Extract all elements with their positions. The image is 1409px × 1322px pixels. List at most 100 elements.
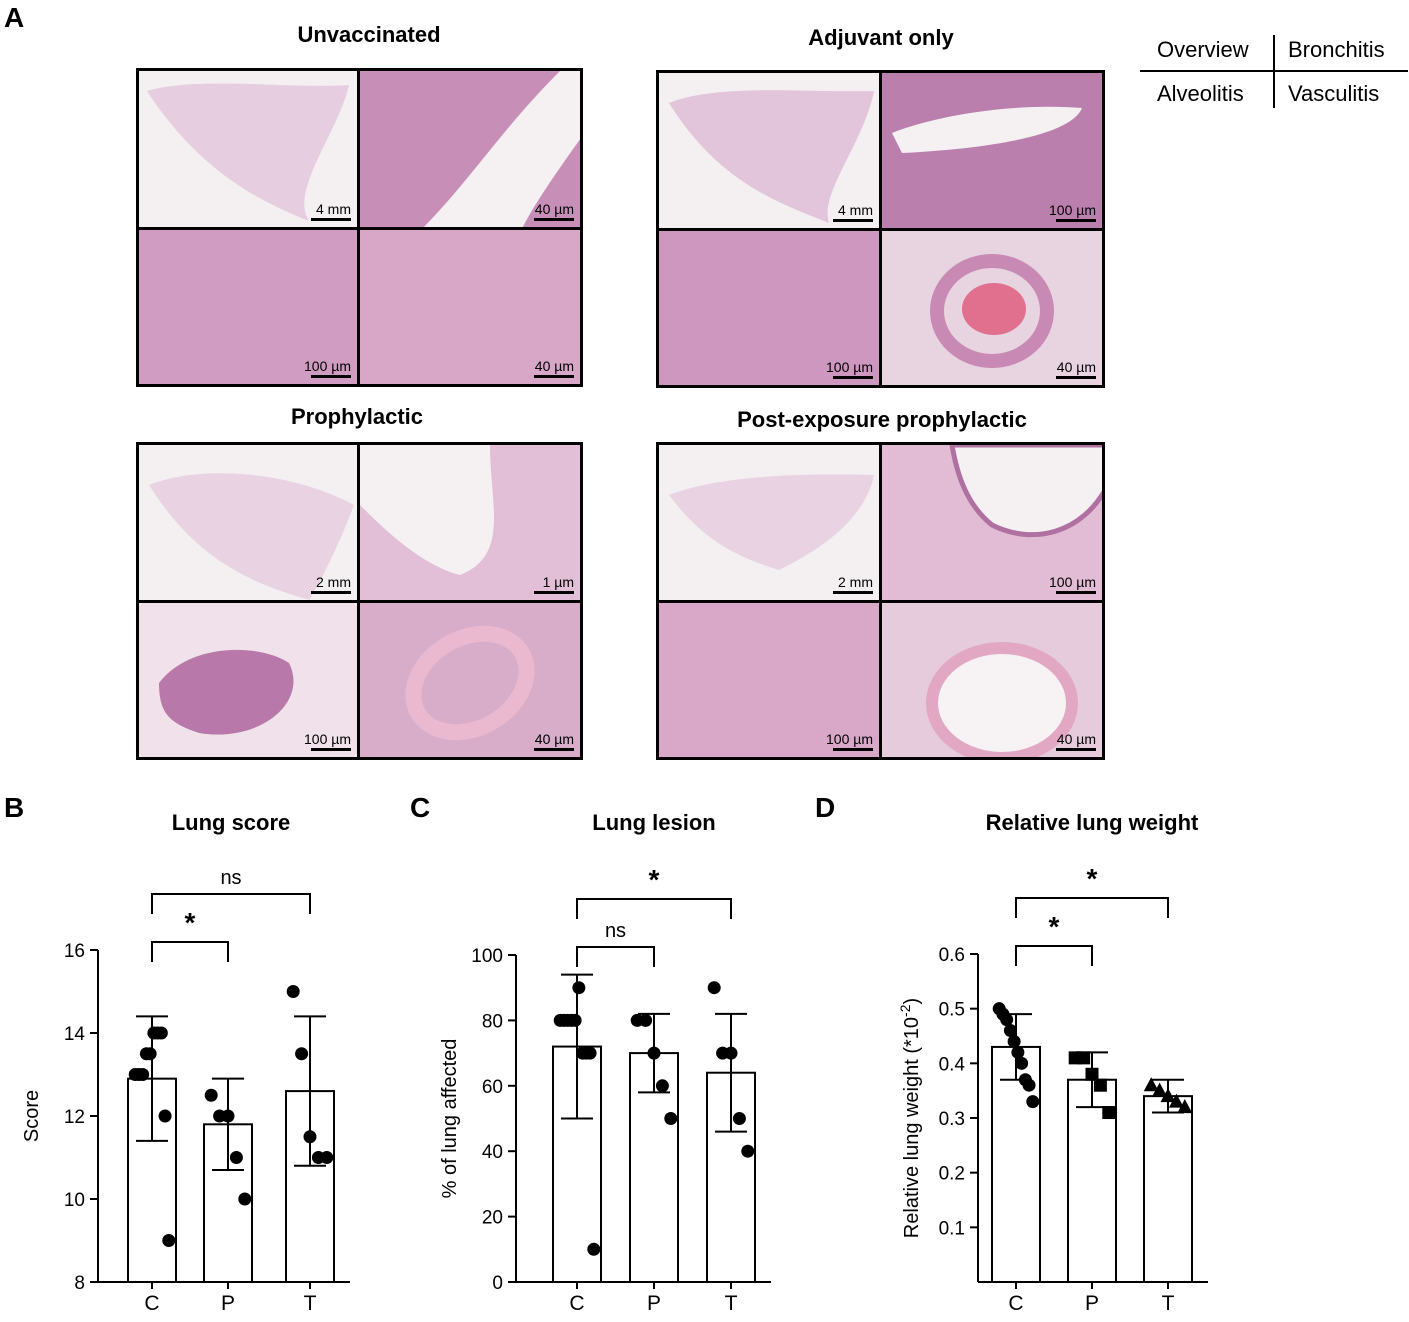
data-point xyxy=(1102,1106,1116,1120)
data-point xyxy=(295,1047,309,1061)
micrograph-vasculitis: 40 µm xyxy=(357,227,583,387)
data-point xyxy=(583,1046,597,1060)
key-bronchitis: Bronchitis xyxy=(1288,37,1385,62)
data-point xyxy=(655,1079,669,1093)
chart-title: Relative lung weight xyxy=(986,810,1199,835)
y-axis-label-end: ) xyxy=(901,998,923,1005)
y-tick-label: 0 xyxy=(492,1273,503,1294)
data-point xyxy=(1093,1078,1107,1092)
significance-bracket xyxy=(576,946,655,967)
y-tick-label: 0.3 xyxy=(939,1109,965,1130)
scale-bar: 100 µm xyxy=(304,731,351,751)
data-point xyxy=(1003,1024,1017,1038)
data-point xyxy=(158,1109,172,1123)
micrograph-vasculitis: 40 µm xyxy=(879,228,1105,388)
panel-c-letter: C xyxy=(410,792,431,823)
data-point xyxy=(572,981,586,995)
y-axis-label-text: % of lung affected xyxy=(439,1039,461,1199)
data-point xyxy=(707,981,721,995)
scale-bar: 4 mm xyxy=(833,202,873,222)
lung-overview-shape xyxy=(147,83,349,222)
scale-bar: 100 µm xyxy=(1049,574,1096,594)
scale-bar: 40 µm xyxy=(534,201,574,221)
significance-bracket xyxy=(151,893,311,914)
micrograph-overview: 4 mm xyxy=(656,70,882,231)
bar-T xyxy=(1143,1095,1193,1283)
panel-b-letter: B xyxy=(4,792,25,823)
micrograph-overview: 2 mm xyxy=(136,442,360,603)
data-point xyxy=(741,1144,755,1158)
y-axis-label: Relative lung weight (*10-2) xyxy=(897,998,923,1238)
y-tick-label: 14 xyxy=(64,1024,86,1045)
scale-bar: 100 µm xyxy=(1049,202,1096,222)
data-point xyxy=(568,1013,582,1027)
group-title-prophylactic: Prophylactic xyxy=(290,404,424,429)
y-axis-label-text: Relative lung weight (*10 xyxy=(901,1017,923,1238)
y-axis-label: Score xyxy=(21,1090,43,1142)
scale-bar: 100 µm xyxy=(826,731,873,751)
significance-bracket xyxy=(151,941,229,962)
panel-a-letter: A xyxy=(4,2,25,33)
bronchus-lumen-shape xyxy=(423,71,580,227)
key-vertical-line xyxy=(1273,35,1275,108)
y-tick-label: 40 xyxy=(482,1142,503,1163)
chart-lung-score: Lung score Score 8 10 12 14 16 C P T * ns xyxy=(21,810,350,1315)
y-tick-label: 10 xyxy=(64,1190,85,1211)
key-alveolitis: Alveolitis xyxy=(1157,81,1244,106)
x-tick-label: C xyxy=(1008,1292,1023,1315)
y-tick-label: 12 xyxy=(64,1107,85,1128)
micrograph-alveolitis: 100 µm xyxy=(136,600,360,760)
scale-bar: 4 mm xyxy=(311,201,351,221)
panel-d-letter: D xyxy=(815,792,836,823)
y-axis-label: % of lung affected xyxy=(439,1039,461,1199)
y-tick-label: 0.6 xyxy=(939,945,965,966)
x-tick-label: P xyxy=(647,1292,661,1315)
micrograph-bronchitis: 100 µm xyxy=(879,442,1105,603)
scale-bar: 100 µm xyxy=(826,359,873,379)
vessel-shape xyxy=(405,625,535,741)
x-tick-label: P xyxy=(1085,1292,1099,1315)
data-point xyxy=(162,1234,176,1247)
chart-relative-lung-weight: Relative lung weight Relative lung weight… xyxy=(897,810,1208,1315)
micrograph-overview: 2 mm xyxy=(656,442,882,603)
y-tick-label: 16 xyxy=(64,941,85,962)
scale-bar: 40 µm xyxy=(534,358,574,378)
y-tick-label: 0.2 xyxy=(939,1164,965,1185)
data-point xyxy=(1022,1078,1036,1092)
scale-bar: 40 µm xyxy=(1056,731,1096,751)
chart-lung-lesion: Lung lesion % of lung affected 0 20 40 60 80 10… xyxy=(439,810,771,1315)
significance-label: * xyxy=(1049,911,1060,942)
scale-bar: 1 µm xyxy=(534,574,574,594)
y-tick-label: 0.5 xyxy=(939,1000,965,1021)
y-tick-label: 0.4 xyxy=(939,1054,966,1075)
micrograph-bronchitis: 100 µm xyxy=(879,70,1105,231)
data-point xyxy=(1015,1056,1029,1070)
significance-label: * xyxy=(649,864,660,895)
infiltrate-shape xyxy=(159,649,294,735)
data-point xyxy=(1000,1013,1014,1027)
significance-label: * xyxy=(1087,863,1098,894)
scale-bar: 40 µm xyxy=(1056,359,1096,379)
data-point xyxy=(1007,1034,1021,1048)
significance-label: ns xyxy=(220,867,241,889)
scale-bar: 40 µm xyxy=(534,731,574,751)
data-point xyxy=(229,1151,243,1164)
x-tick-label: T xyxy=(1162,1292,1175,1315)
group-title-post-exposure: Post-exposure prophylactic xyxy=(737,407,1027,432)
y-axis-label-superscript: -2 xyxy=(897,1004,913,1017)
data-point xyxy=(1011,1045,1025,1059)
y-tick-label: 80 xyxy=(482,1011,503,1032)
lung-overview-shape xyxy=(669,474,874,570)
micrograph-bronchitis: 40 µm xyxy=(357,68,583,230)
data-point xyxy=(143,1047,157,1061)
y-tick-label: 0.1 xyxy=(939,1218,965,1239)
significance-label: * xyxy=(185,907,196,938)
y-tick-label: 100 xyxy=(471,946,503,967)
micrograph-alveolitis: 100 µm xyxy=(656,228,882,388)
data-point xyxy=(320,1151,334,1164)
x-tick-label: P xyxy=(221,1292,235,1315)
vessel-shape xyxy=(926,642,1078,757)
data-point xyxy=(204,1088,218,1102)
bronchus-lumen-shape xyxy=(892,106,1082,153)
x-tick-label: C xyxy=(144,1292,159,1315)
